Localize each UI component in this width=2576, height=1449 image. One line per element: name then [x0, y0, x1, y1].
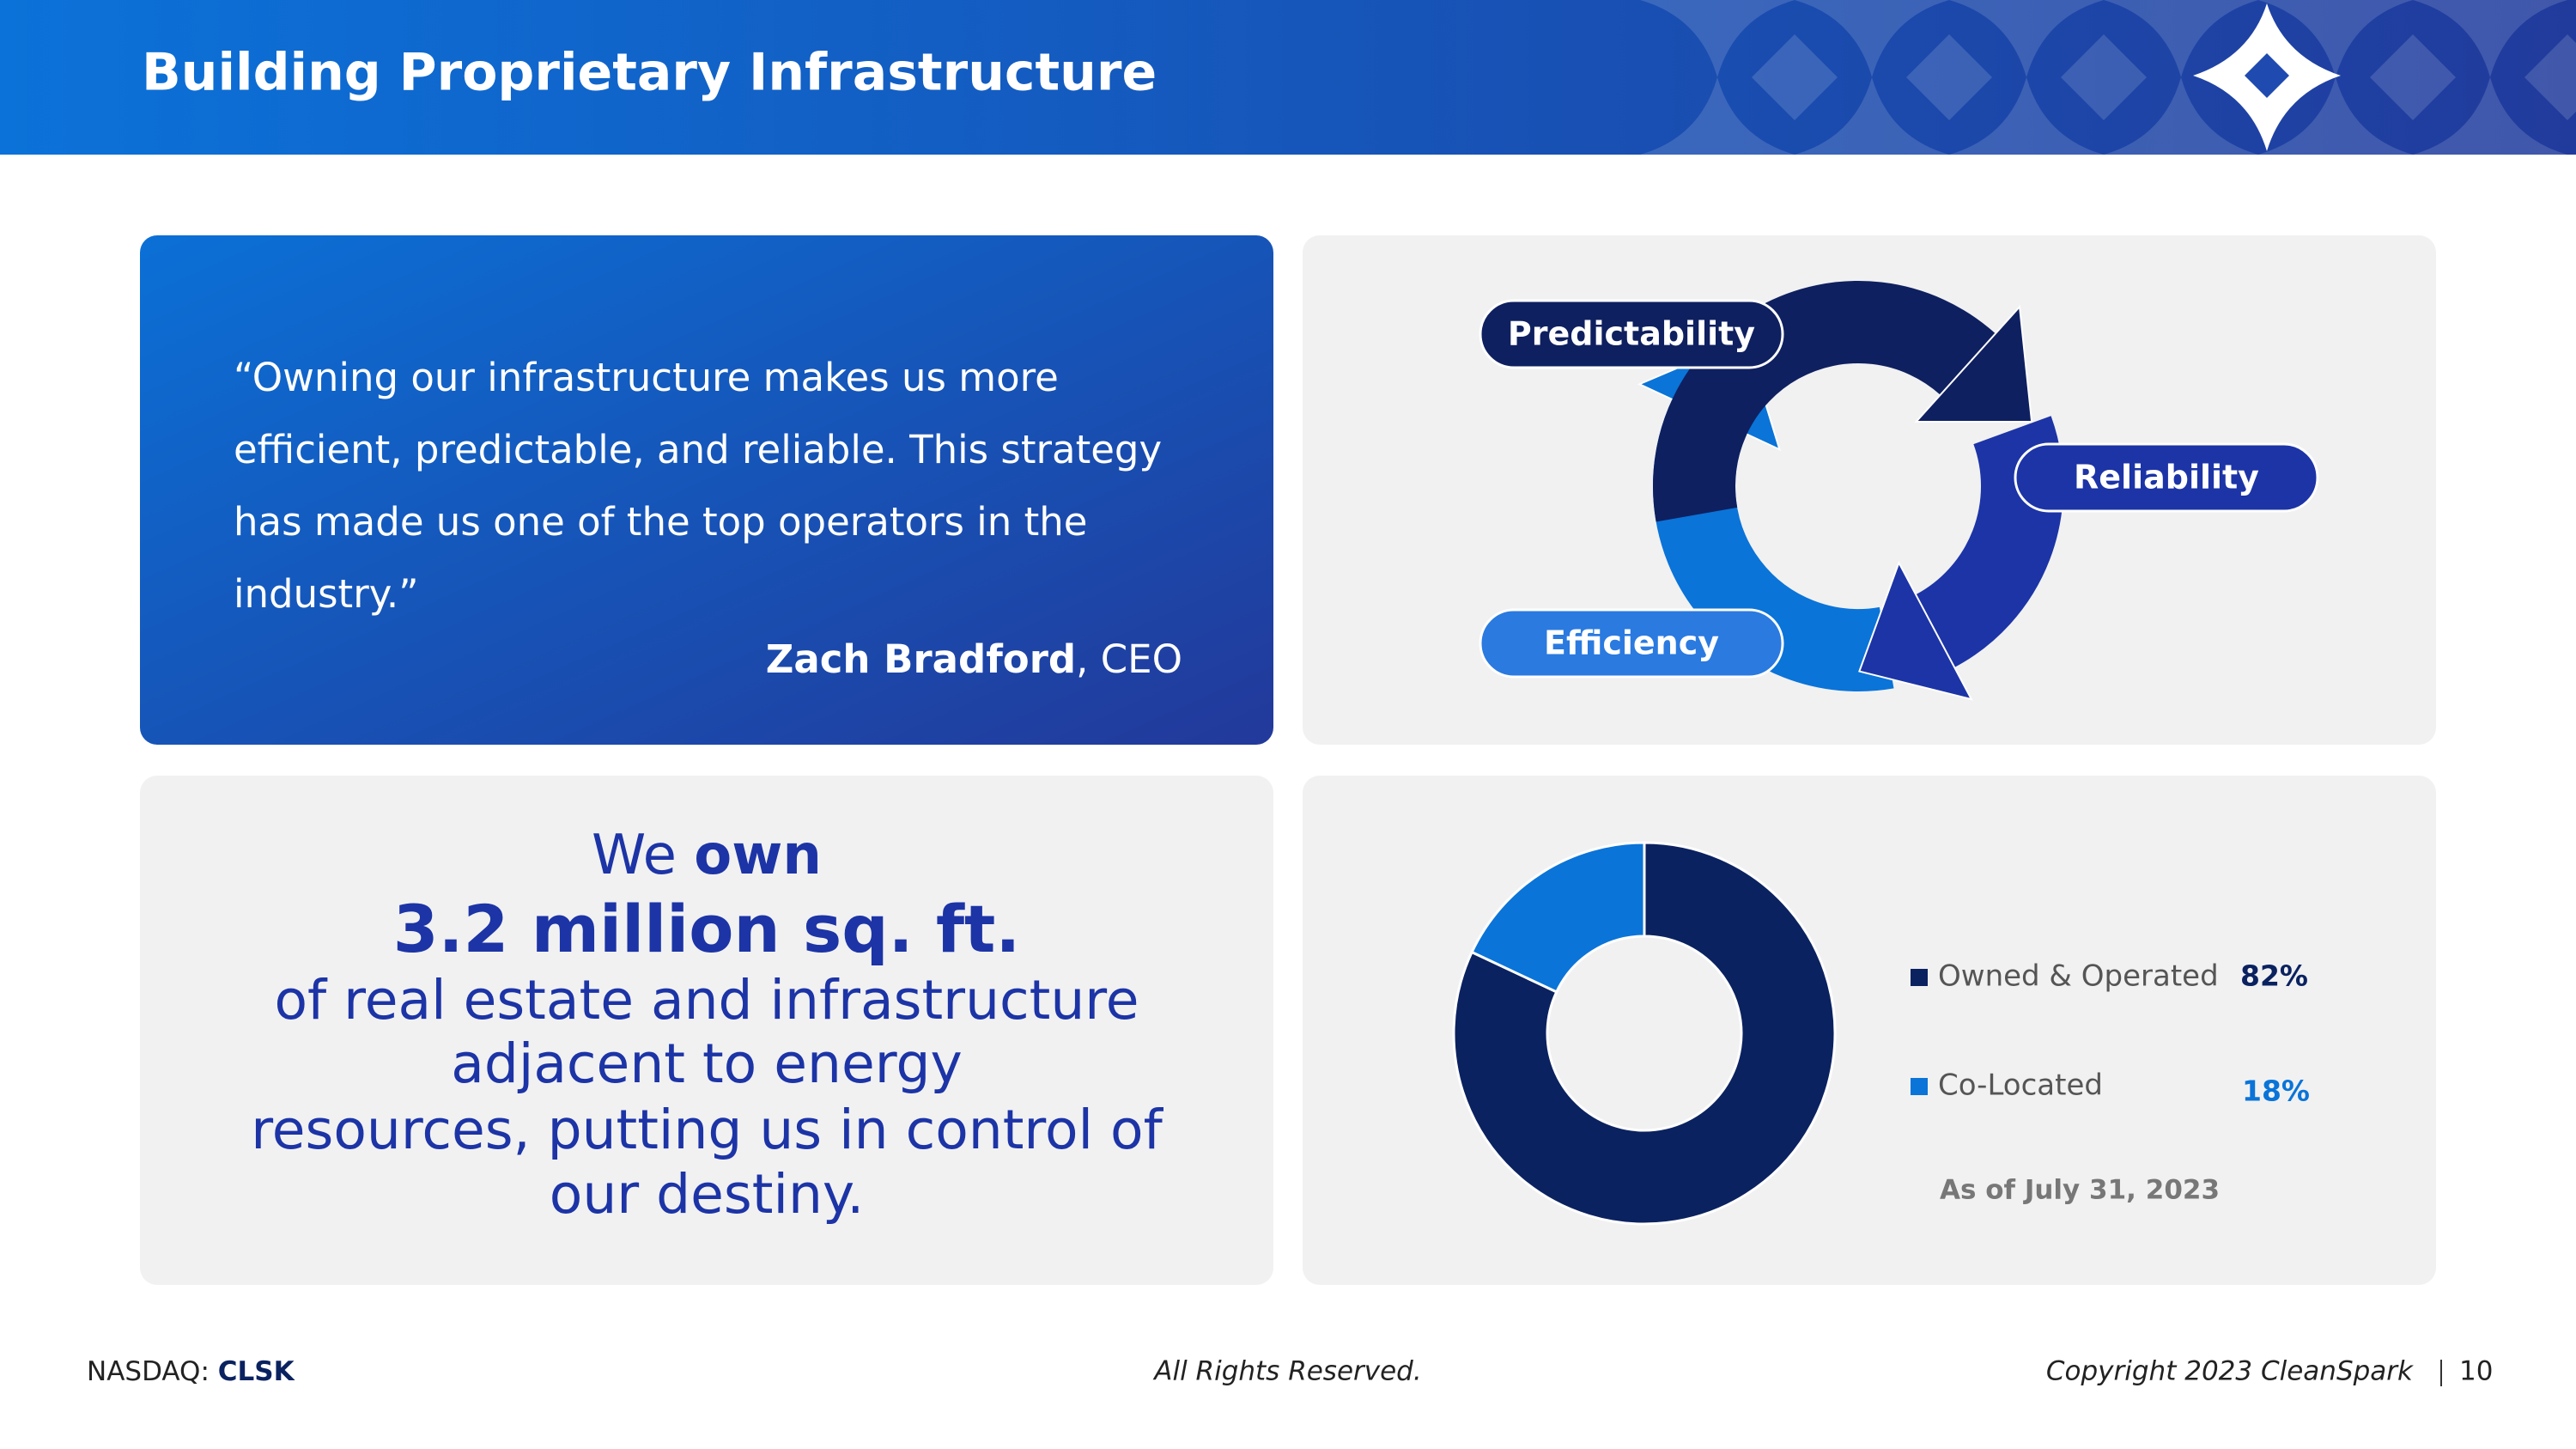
cycle-diagram: Predictability Reliability Efficiency — [1479, 281, 2319, 701]
cycle-pill — [1479, 608, 1784, 679]
stat-lead-text: We — [592, 824, 694, 887]
pattern-star — [1640, 77, 1795, 232]
stat-line: our destiny. — [550, 1163, 864, 1226]
stat-line: resources, putting us in control of — [251, 1099, 1163, 1161]
pattern-star — [1752, 34, 1838, 120]
quote-text: “Owning our infrastructure makes us more… — [234, 355, 1163, 617]
pattern-star — [2104, 77, 2258, 232]
pattern-star — [1906, 34, 1992, 120]
donut-slice — [1452, 841, 1837, 1226]
donut-slice — [1470, 841, 1646, 994]
stat-lead-bold: own — [694, 824, 822, 887]
chart-note: As of July 31, 2023 — [1940, 1175, 2220, 1206]
pattern-star — [2104, 0, 2258, 77]
footer-exchange-label: NASDAQ: — [87, 1356, 218, 1387]
pattern-star — [2370, 34, 2456, 120]
footer-rights: All Rights Reserved. — [1152, 1356, 1421, 1387]
cycle-arrowhead — [1914, 304, 2033, 423]
footer-ticker: CLSK — [218, 1356, 295, 1387]
footer-exchange: NASDAQ: CLSK — [87, 1356, 295, 1387]
quote-author: Zach Bradford — [766, 636, 1076, 682]
quote-card — [140, 235, 1273, 745]
cycle-pill — [1479, 299, 1784, 369]
pattern-star — [2258, 0, 2413, 77]
legend-swatch — [1911, 1078, 1928, 1095]
stat-line: of real estate and infrastructure — [274, 969, 1139, 1032]
cycle-label: Predictability — [1508, 315, 1755, 353]
footer-copyright: Copyright 2023 CleanSpark — [2046, 1356, 2414, 1387]
header-title: Building Proprietary Infrastructure — [142, 43, 1157, 103]
stat-lead: We own — [592, 824, 822, 887]
pattern-star — [2524, 34, 2576, 120]
cycle-arrowhead — [1858, 560, 1973, 701]
stat-card — [140, 776, 1273, 1285]
donut-chart: Owned & Operated 82% Co-Located 18% As of Ju… — [1452, 841, 2310, 1226]
quote-role: , CEO — [1076, 636, 1182, 682]
cycle-label: Efficiency — [1544, 624, 1719, 662]
cycle-pill — [2014, 442, 2319, 513]
legend-label: Owned & Operated — [1938, 959, 2219, 994]
cycle-label: Reliability — [2074, 459, 2259, 496]
pattern-star — [1949, 0, 2104, 77]
value-label: 18% — [2242, 1075, 2310, 1108]
value-label: 82% — [2240, 959, 2308, 993]
footer-page: 10 — [2459, 1356, 2493, 1387]
stat-body: of real estate and infrastructureadjacen… — [251, 969, 1163, 1226]
pattern-star — [2413, 0, 2567, 77]
pattern-star — [1949, 77, 2104, 232]
pattern-star — [1795, 0, 1949, 77]
legend-swatch — [1911, 969, 1928, 986]
legend-label: Co-Located — [1938, 1068, 2103, 1103]
stat-figure: 3.2 million sq. ft. — [393, 891, 1021, 967]
header-bar — [0, 0, 2576, 155]
pattern-star — [2061, 34, 2147, 120]
logo — [2193, 3, 2341, 151]
pattern-star — [1640, 0, 1795, 77]
pattern-star — [2258, 77, 2413, 232]
quote-attribution: Zach Bradford, CEO — [766, 636, 1182, 682]
pattern-star — [2413, 77, 2567, 232]
stat-line: adjacent to energy — [451, 1032, 963, 1095]
pattern-star — [1795, 77, 1949, 232]
